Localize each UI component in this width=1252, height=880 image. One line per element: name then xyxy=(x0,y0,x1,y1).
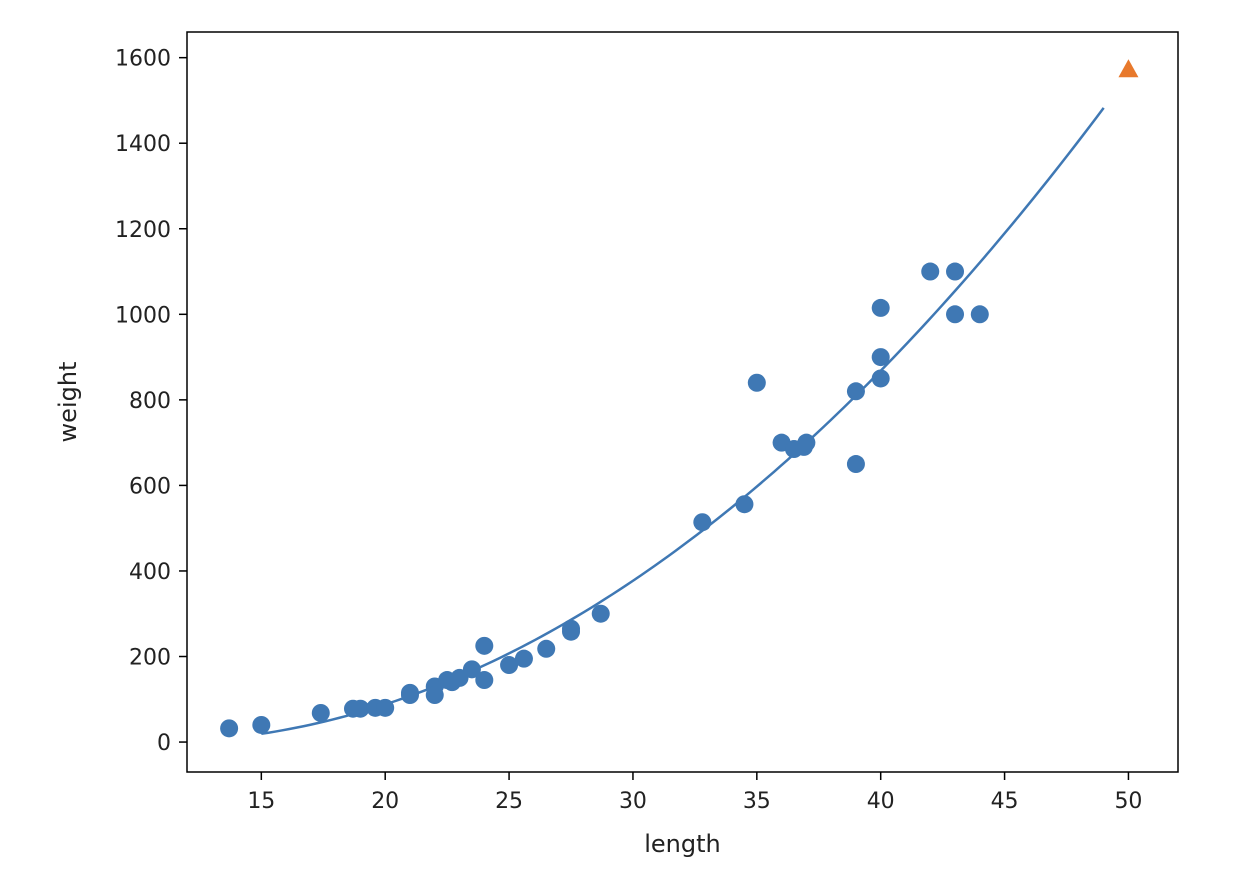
data-point xyxy=(425,686,444,705)
x-tick-label: 40 xyxy=(867,789,895,814)
data-point xyxy=(500,656,519,675)
plot-content xyxy=(220,59,1139,738)
data-point xyxy=(735,495,754,514)
data-point xyxy=(747,373,766,392)
data-point xyxy=(591,604,610,623)
data-point xyxy=(475,636,494,655)
y-tick-label: 800 xyxy=(129,389,171,414)
data-point xyxy=(376,698,395,717)
x-tick-label: 25 xyxy=(495,789,523,814)
y-tick-label: 1600 xyxy=(115,47,171,72)
y-tick-label: 1200 xyxy=(115,218,171,243)
data-point xyxy=(846,382,865,401)
data-point xyxy=(797,433,816,452)
y-tick-label: 400 xyxy=(129,560,171,585)
y-tick-label: 0 xyxy=(157,731,171,756)
x-tick-label: 35 xyxy=(743,789,771,814)
data-point xyxy=(311,703,330,722)
data-point xyxy=(514,649,533,668)
data-point xyxy=(537,639,556,658)
data-point xyxy=(220,719,239,738)
y-axis-label: weight xyxy=(54,362,82,443)
data-point xyxy=(351,699,370,718)
x-tick-label: 20 xyxy=(371,789,399,814)
x-tick-label: 15 xyxy=(247,789,275,814)
data-point xyxy=(871,348,890,367)
data-point xyxy=(693,513,712,532)
data-point xyxy=(475,671,494,690)
y-tick-label: 1400 xyxy=(115,132,171,157)
y-tick-label: 1000 xyxy=(115,303,171,328)
data-point xyxy=(562,622,581,641)
data-point xyxy=(921,262,940,281)
x-axis-label: length xyxy=(644,830,721,858)
data-point xyxy=(970,305,989,324)
x-tick-label: 50 xyxy=(1114,789,1142,814)
new-data-point xyxy=(1118,59,1139,78)
x-axis: 15 20 25 30 35 40 45 50 xyxy=(247,772,1142,814)
data-point xyxy=(871,369,890,388)
y-axis: 0 200 400 600 800 1000 1200 1400 1600 xyxy=(115,47,187,756)
data-point xyxy=(871,298,890,317)
x-tick-label: 45 xyxy=(991,789,1019,814)
data-point xyxy=(462,660,481,679)
data-point xyxy=(946,262,965,281)
y-tick-label: 600 xyxy=(129,474,171,499)
x-tick-label: 30 xyxy=(619,789,647,814)
y-tick-label: 200 xyxy=(129,646,171,671)
plot-frame xyxy=(186,31,1179,773)
fit-curve-line xyxy=(261,107,1105,736)
data-point xyxy=(400,686,419,705)
data-point xyxy=(252,715,271,734)
data-point xyxy=(846,455,865,474)
data-point xyxy=(946,305,965,324)
